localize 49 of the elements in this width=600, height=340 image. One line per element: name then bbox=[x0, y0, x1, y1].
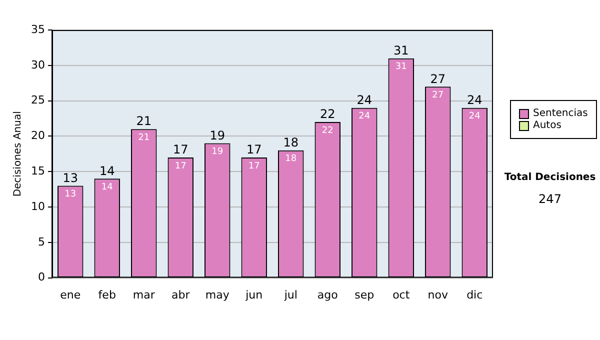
y-axis-title: Decisiones Anual bbox=[12, 111, 24, 197]
x-tick-label: may bbox=[205, 288, 230, 302]
total-label: 17 bbox=[246, 142, 262, 157]
data-label: 17 bbox=[174, 161, 186, 172]
total-label: 14 bbox=[99, 164, 115, 178]
y-tick-label: 15 bbox=[30, 164, 45, 178]
total-label: 19 bbox=[210, 128, 226, 142]
total-label: 21 bbox=[136, 114, 152, 128]
data-label: 24 bbox=[468, 112, 481, 122]
x-tick-label: jul bbox=[283, 288, 298, 302]
x-tick-label: jun bbox=[244, 288, 263, 302]
data-label: 21 bbox=[138, 132, 150, 143]
legend-label: Autos bbox=[533, 120, 562, 131]
y-tick-label: 0 bbox=[38, 270, 45, 284]
data-label: 13 bbox=[64, 190, 76, 200]
total-label: 13 bbox=[62, 170, 78, 185]
text: Total Decisiones bbox=[503, 172, 597, 183]
data-label: 17 bbox=[248, 161, 260, 172]
x-tick-label: nov bbox=[428, 288, 448, 302]
y-tick-label: 10 bbox=[30, 200, 45, 213]
total-label: 24 bbox=[356, 93, 372, 108]
x-tick-label: ene bbox=[60, 288, 81, 302]
data-label: 27 bbox=[432, 90, 444, 100]
total-label: 18 bbox=[283, 135, 299, 150]
x-tick-label: dic bbox=[466, 288, 483, 302]
total-label: 17 bbox=[172, 142, 188, 157]
x-tick-label: sep bbox=[354, 288, 374, 302]
data-label: 18 bbox=[285, 154, 297, 164]
y-tick-label: 20 bbox=[30, 129, 45, 142]
y-tick-label: 5 bbox=[38, 235, 45, 248]
data-label: 24 bbox=[358, 112, 370, 122]
total-label: 27 bbox=[430, 72, 446, 86]
y-tick-label: 35 bbox=[30, 22, 45, 36]
x-tick-label: oct bbox=[392, 288, 410, 302]
x-tick-label: mar bbox=[132, 288, 156, 302]
data-label: 31 bbox=[395, 62, 407, 72]
total-label: 31 bbox=[393, 43, 409, 58]
total-label: 24 bbox=[466, 93, 482, 108]
data-label: 22 bbox=[322, 126, 334, 136]
y-tick-label: 30 bbox=[30, 58, 45, 72]
data-label: 14 bbox=[101, 182, 114, 193]
text: 247 bbox=[538, 192, 562, 206]
x-tick-label: ago bbox=[317, 288, 338, 302]
x-tick-label: abr bbox=[172, 288, 190, 302]
total-label: 22 bbox=[320, 107, 336, 122]
data-label: 19 bbox=[212, 147, 224, 158]
legend-label: Sentencias bbox=[533, 108, 588, 119]
y-tick-label: 25 bbox=[30, 94, 45, 107]
x-tick-label: feb bbox=[98, 288, 116, 302]
